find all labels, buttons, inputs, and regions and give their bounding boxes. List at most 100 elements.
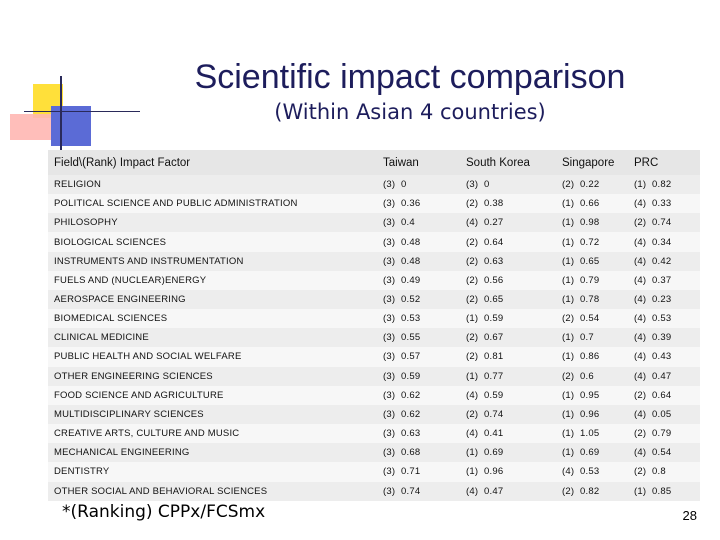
- header-taiwan: Taiwan: [377, 150, 460, 175]
- header-south-korea: South Korea: [460, 150, 556, 175]
- cell-field: CREATIVE ARTS, CULTURE AND MUSIC: [48, 424, 377, 444]
- cell-field: POLITICAL SCIENCE AND PUBLIC ADMINISTRAT…: [48, 194, 377, 214]
- cell-taiwan: (3) 0.74: [377, 481, 460, 501]
- table-row: BIOLOGICAL SCIENCES (3) 0.48 (2) 0.64 (1) 0…: [48, 232, 700, 252]
- cell-singapore: (1) 0.95: [556, 385, 628, 405]
- cell-singapore: (1) 0.96: [556, 404, 628, 425]
- cell-field: MECHANICAL ENGINEERING: [48, 443, 377, 463]
- cell-prc: (4) 0.43: [628, 347, 700, 367]
- cell-south-korea: (1) 0.96: [460, 462, 556, 482]
- footnote: *(Ranking) CPPx/FCSmx: [62, 502, 266, 522]
- table-row: OTHER ENGINEERING SCIENCES (3) 0.59 (1) 0.…: [48, 366, 700, 386]
- cell-south-korea: (1) 0.59: [460, 309, 556, 329]
- cell-taiwan: (3) 0.49: [377, 270, 460, 290]
- cell-taiwan: (3) 0.62: [377, 385, 460, 405]
- cell-prc: (4) 0.33: [628, 194, 700, 214]
- cell-south-korea: (2) 0.67: [460, 328, 556, 348]
- cell-prc: (4) 0.34: [628, 232, 700, 252]
- cell-taiwan: (3) 0.68: [377, 443, 460, 463]
- table-row: AEROSPACE ENGINEERING (3) 0.52 (2) 0.65 (1)…: [48, 289, 700, 310]
- cell-south-korea: (2) 0.56: [460, 270, 556, 290]
- cell-field: INSTRUMENTS AND INSTRUMENTATION: [48, 251, 377, 271]
- cell-prc: (4) 0.39: [628, 328, 700, 348]
- cell-singapore: (1) 0.72: [556, 232, 628, 252]
- cell-south-korea: (1) 0.69: [460, 443, 556, 463]
- slide-subtitle: (Within Asian 4 countries): [274, 100, 546, 124]
- cell-south-korea: (2) 0.81: [460, 347, 556, 367]
- cell-field: DENTISTRY: [48, 462, 377, 482]
- cell-taiwan: (3) 0.55: [377, 328, 460, 348]
- cell-singapore: (2) 0.6: [556, 366, 628, 386]
- cell-south-korea: (2) 0.63: [460, 251, 556, 271]
- cell-singapore: (1) 0.98: [556, 213, 628, 233]
- cell-singapore: (1) 0.86: [556, 347, 628, 367]
- cell-field: BIOLOGICAL SCIENCES: [48, 232, 377, 252]
- cell-south-korea: (4) 0.41: [460, 424, 556, 444]
- cell-south-korea: (2) 0.65: [460, 289, 556, 310]
- cell-prc: (4) 0.54: [628, 443, 700, 463]
- cell-taiwan: (3) 0.48: [377, 251, 460, 271]
- cell-field: AEROSPACE ENGINEERING: [48, 289, 377, 310]
- cell-prc: (2) 0.74: [628, 213, 700, 233]
- cell-prc: (2) 0.8: [628, 462, 700, 482]
- decorative-vertical-line: [60, 76, 62, 160]
- cell-taiwan: (3) 0.4: [377, 213, 460, 233]
- cell-singapore: (1) 0.66: [556, 194, 628, 214]
- cell-field: FUELS AND (NUCLEAR)ENERGY: [48, 270, 377, 290]
- cell-singapore: (2) 0.82: [556, 481, 628, 501]
- cell-singapore: (1) 0.7: [556, 328, 628, 348]
- cell-taiwan: (3) 0.36: [377, 194, 460, 214]
- cell-south-korea: (1) 0.77: [460, 366, 556, 386]
- table-row: POLITICAL SCIENCE AND PUBLIC ADMINISTRAT…: [48, 194, 700, 214]
- table-row: DENTISTRY (3) 0.71 (1) 0.96 (4) 0.53 (2) 0.8: [48, 462, 700, 482]
- cell-taiwan: (3) 0.62: [377, 404, 460, 425]
- cell-singapore: (1) 1.05: [556, 424, 628, 444]
- cell-field: BIOMEDICAL SCIENCES: [48, 309, 377, 329]
- table-row: BIOMEDICAL SCIENCES (3) 0.53 (1) 0.59 (2) 0…: [48, 309, 700, 329]
- table-row: MECHANICAL ENGINEERING (3) 0.68 (1) 0.69 (1…: [48, 443, 700, 463]
- cell-taiwan: (3) 0.71: [377, 462, 460, 482]
- cell-field: CLINICAL MEDICINE: [48, 328, 377, 348]
- table-row: PHILOSOPHY (3) 0.4 (4) 0.27 (1) 0.98 (2) 0.7…: [48, 213, 700, 233]
- cell-prc: (4) 0.47: [628, 366, 700, 386]
- cell-prc: (2) 0.79: [628, 424, 700, 444]
- table-row: FOOD SCIENCE AND AGRICULTURE (3) 0.62 (4) …: [48, 385, 700, 405]
- cell-field: PUBLIC HEALTH AND SOCIAL WELFARE: [48, 347, 377, 367]
- table-row: OTHER SOCIAL AND BEHAVIORAL SCIENCES (3) …: [48, 481, 700, 501]
- cell-prc: (4) 0.23: [628, 289, 700, 310]
- table-row: INSTRUMENTS AND INSTRUMENTATION (3) 0.48(…: [48, 251, 700, 271]
- cell-field: PHILOSOPHY: [48, 213, 377, 233]
- table-row: MULTIDISCIPLINARY SCIENCES (3) 0.62 (2) 0.…: [48, 404, 700, 425]
- decorative-horizontal-line: [24, 111, 140, 112]
- cell-taiwan: (3) 0.57: [377, 347, 460, 367]
- cell-prc: (4) 0.05: [628, 404, 700, 425]
- cell-south-korea: (4) 0.59: [460, 385, 556, 405]
- table-header-row: Field\(Rank) Impact Factor Taiwan South …: [48, 150, 700, 175]
- table-row: CLINICAL MEDICINE (3) 0.55 (2) 0.67 (1) 0.7…: [48, 328, 700, 348]
- cell-singapore: (2) 0.22: [556, 175, 628, 195]
- cell-singapore: (1) 0.65: [556, 251, 628, 271]
- cell-taiwan: (3) 0.63: [377, 424, 460, 444]
- page-number: 28: [682, 508, 697, 523]
- cell-south-korea: (3) 0: [460, 175, 556, 195]
- cell-prc: (1) 0.85: [628, 481, 700, 501]
- table-row: FUELS AND (NUCLEAR)ENERGY (3) 0.49 (2) 0.5…: [48, 270, 700, 290]
- cell-south-korea: (4) 0.27: [460, 213, 556, 233]
- cell-singapore: (1) 0.79: [556, 270, 628, 290]
- cell-south-korea: (2) 0.38: [460, 194, 556, 214]
- cell-south-korea: (2) 0.74: [460, 404, 556, 425]
- decorative-blue-square: [51, 106, 91, 146]
- cell-singapore: (2) 0.54: [556, 309, 628, 329]
- cell-taiwan: (3) 0: [377, 175, 460, 195]
- cell-prc: (4) 0.42: [628, 251, 700, 271]
- table-body: RELIGION (3) 0 (3) 0 (2) 0.22 (1) 0.82 POLITI…: [48, 175, 700, 501]
- cell-prc: (1) 0.82: [628, 175, 700, 195]
- table-row: RELIGION (3) 0 (3) 0 (2) 0.22 (1) 0.82: [48, 175, 700, 195]
- cell-field: OTHER ENGINEERING SCIENCES: [48, 366, 377, 386]
- cell-taiwan: (3) 0.53: [377, 309, 460, 329]
- cell-taiwan: (3) 0.59: [377, 366, 460, 386]
- cell-prc: (4) 0.37: [628, 270, 700, 290]
- cell-singapore: (1) 0.78: [556, 289, 628, 310]
- cell-field: MULTIDISCIPLINARY SCIENCES: [48, 404, 377, 425]
- cell-taiwan: (3) 0.48: [377, 232, 460, 252]
